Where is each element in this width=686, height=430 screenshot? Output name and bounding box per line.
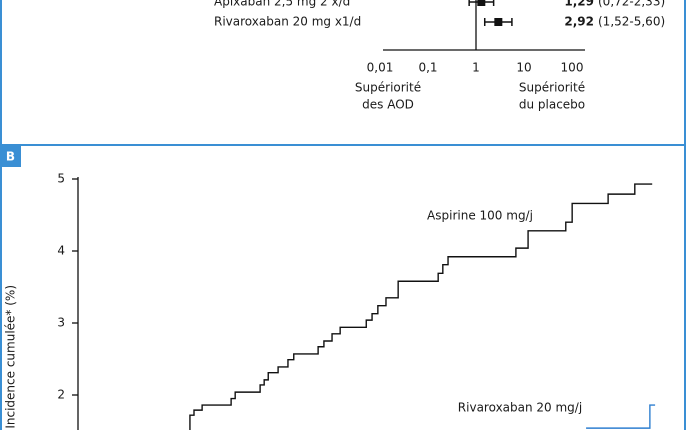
step-line [189, 183, 653, 430]
row-label: Apixaban 2,5 mg 2 x/d [214, 0, 350, 9]
series-label: Aspirine 100 mg/j [427, 209, 533, 223]
y-tick-label: 2 [57, 388, 65, 402]
estimate [477, 0, 486, 6]
y-tick-label: 3 [57, 316, 65, 330]
annotation: Supériorité [519, 81, 585, 95]
value-label: 1,29 [564, 0, 594, 9]
x-tick-label: 10 [516, 61, 531, 75]
row-label: Rivaroxaban 20 mg x1/d [214, 15, 361, 29]
annotation: Supériorité [355, 81, 421, 95]
x-tick-label: 100 [561, 61, 584, 75]
annotation: des AOD [362, 98, 414, 112]
x-tick-label: 1 [472, 61, 480, 75]
series-label: Rivaroxaban 20 mg/j [458, 401, 582, 415]
y-tick-label: 4 [57, 244, 65, 258]
y-axis-label: Incidence cumulée* (%) [4, 285, 18, 429]
ci-label: (0,72-2,33) [598, 0, 665, 9]
step-line [586, 404, 656, 429]
x-tick-label: 0,01 [367, 61, 394, 75]
estimate [494, 18, 503, 26]
ci-label: (1,52-5,60) [598, 15, 665, 29]
x-tick-label: 0,1 [418, 61, 437, 75]
panel-label: B [6, 150, 15, 164]
annotation: du placebo [519, 98, 585, 112]
value-label: 2,92 [564, 15, 594, 29]
panel-label-box [0, 146, 21, 167]
y-tick-label: 5 [57, 172, 65, 186]
